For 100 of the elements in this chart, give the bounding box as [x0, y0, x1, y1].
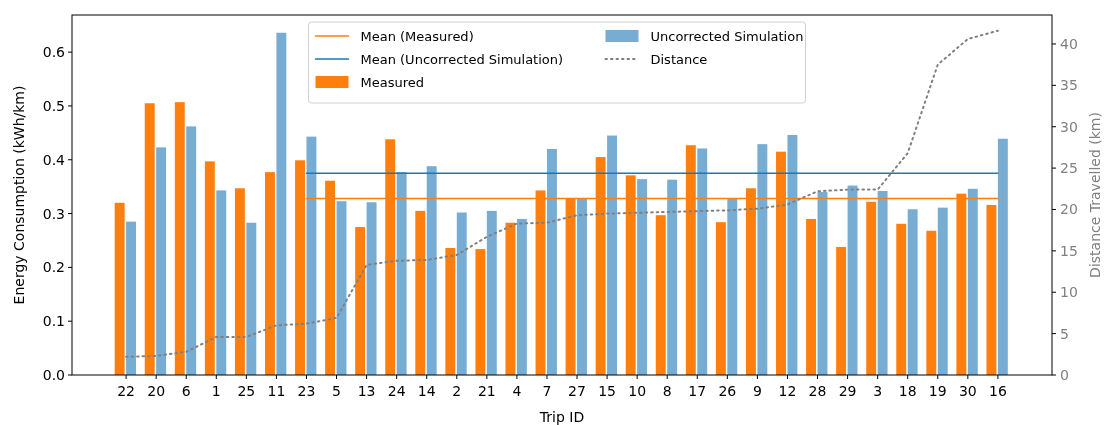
legend-label: Distance	[650, 52, 708, 67]
bar	[246, 222, 257, 375]
legend-label: Mean (Measured)	[360, 29, 474, 44]
bar	[306, 136, 317, 375]
bar	[817, 192, 828, 375]
bar	[697, 148, 708, 375]
y2-axis-title: Distance Travelled (km)	[1087, 112, 1103, 278]
x-tick-label: 19	[928, 383, 947, 399]
x-tick-label: 9	[752, 383, 762, 399]
x-tick-label: 21	[477, 383, 496, 399]
y-tick-label: 0.3	[42, 205, 65, 222]
x-tick-label: 23	[297, 383, 316, 399]
bar	[355, 227, 366, 375]
bar	[265, 172, 275, 375]
x-tick-label: 13	[357, 383, 376, 399]
x-tick-label: 30	[958, 383, 977, 399]
bar	[727, 198, 738, 375]
bar	[276, 32, 287, 375]
x-tick-label: 26	[718, 383, 737, 399]
x-tick-label: 11	[267, 383, 286, 399]
x-tick-label: 1	[211, 383, 221, 399]
x-tick-label: 14	[417, 383, 436, 399]
y2-tick-label: 35	[1060, 77, 1078, 94]
x-tick-label: 20	[147, 383, 166, 399]
y2-tick-label: 20	[1060, 201, 1078, 218]
bar	[896, 223, 907, 375]
bar	[577, 198, 587, 375]
bar	[396, 172, 407, 375]
x-tick-label: 18	[898, 383, 917, 399]
bar	[986, 204, 997, 375]
bar	[445, 248, 456, 375]
bar	[516, 218, 527, 375]
bar	[475, 249, 486, 375]
x-tick-label: 16	[988, 383, 1007, 399]
x-axis-title: Trip ID	[538, 409, 585, 425]
bar	[174, 102, 185, 375]
bar	[144, 103, 155, 375]
x-tick-label: 7	[542, 383, 552, 399]
line-series	[125, 29, 999, 358]
x-tick-label: 29	[838, 383, 857, 399]
y2-tick-label: 25	[1060, 160, 1078, 177]
y-tick-label: 0.0	[42, 367, 65, 383]
bar	[216, 190, 227, 375]
bar	[937, 207, 948, 375]
x-tick-label: 22	[117, 383, 136, 399]
bar	[456, 212, 467, 375]
x-tick-label: 15	[598, 383, 617, 399]
y-tick-label: 0.5	[42, 97, 65, 114]
x-tick-label: 27	[568, 383, 586, 399]
bar	[186, 126, 197, 375]
bar	[415, 210, 426, 375]
x-tick-label: 28	[808, 383, 827, 399]
bar	[637, 179, 648, 375]
y2-tick-label: 15	[1060, 242, 1078, 259]
legend-label: Mean (Uncorrected Simulation)	[360, 52, 564, 67]
bar	[907, 209, 918, 375]
x-tick-label: 3	[873, 383, 883, 399]
y-tick-label: 0.4	[42, 151, 66, 168]
bar	[847, 185, 858, 375]
bar	[926, 230, 937, 375]
x-tick-label: 2	[452, 383, 462, 399]
y2-tick-label: 0	[1060, 367, 1069, 383]
x-tick-label: 5	[332, 383, 341, 399]
bar	[486, 210, 497, 375]
bar	[787, 135, 798, 375]
x-tick-label: 25	[237, 383, 256, 399]
bar	[757, 144, 768, 375]
bar	[505, 222, 516, 375]
y-tick-label: 0.6	[42, 44, 66, 61]
legend-label: Uncorrected Simulation	[650, 29, 804, 44]
y-tick-label: 0.1	[42, 313, 65, 330]
bar	[866, 201, 877, 375]
y2-tick-label: 10	[1060, 284, 1078, 301]
bar	[234, 188, 245, 375]
bar	[836, 246, 847, 375]
bar	[204, 161, 215, 375]
bar	[997, 138, 1008, 375]
y2-tick-label: 5	[1060, 325, 1069, 342]
x-tick-label: 12	[778, 383, 797, 399]
x-tick-label: 6	[181, 383, 191, 399]
y2-tick-label: 40	[1060, 35, 1078, 52]
bar	[366, 202, 377, 375]
bar	[426, 166, 437, 375]
bar	[126, 221, 137, 375]
bar	[967, 188, 978, 375]
x-tick-label: 8	[662, 383, 672, 399]
bar	[546, 148, 557, 375]
x-tick-label: 4	[512, 383, 522, 399]
legend-label: Measured	[360, 75, 425, 90]
y-axis-title: Energy Consumption (kWh/km)	[11, 85, 27, 305]
bar	[114, 202, 125, 375]
bar	[715, 222, 726, 375]
x-tick-label: 17	[688, 383, 707, 399]
bar	[607, 135, 618, 375]
y-tick-label: 0.2	[42, 259, 65, 276]
x-tick-label: 24	[387, 383, 406, 399]
x-tick-label: 10	[628, 383, 647, 399]
bar	[877, 190, 888, 375]
bar	[156, 147, 167, 375]
bar	[806, 218, 817, 375]
